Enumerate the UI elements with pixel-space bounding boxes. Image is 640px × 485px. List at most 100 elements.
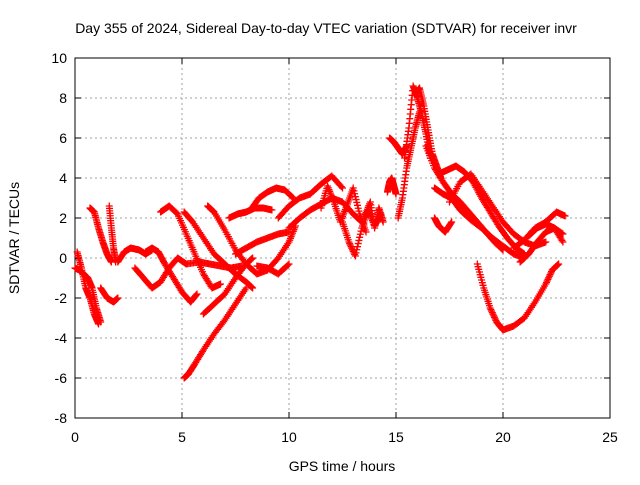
data-point: [285, 260, 293, 268]
series-arc-9: [157, 202, 225, 292]
y-tick-label: -8: [55, 410, 68, 426]
data-point: [351, 252, 359, 260]
series-arc-19: [274, 172, 346, 222]
series-arc-36: [516, 224, 567, 266]
data-point: [348, 244, 356, 252]
data-point: [545, 274, 553, 282]
data-point: [114, 294, 122, 302]
axis-ticks: [74, 57, 611, 419]
y-tick-label: 8: [59, 90, 67, 106]
data-point: [543, 278, 551, 286]
data-point: [288, 193, 296, 201]
data-point: [392, 190, 400, 198]
data-point: [346, 240, 354, 248]
data-point: [248, 255, 256, 263]
plot-frame: [74, 57, 611, 419]
y-tick-label: 10: [51, 50, 67, 66]
data-point: [490, 313, 498, 321]
data-point: [554, 261, 562, 269]
data-point: [337, 183, 345, 191]
data-point: [544, 275, 552, 283]
data-point: [542, 280, 550, 288]
data-point: [486, 304, 494, 312]
data-point: [345, 238, 353, 246]
series-arc-23: [360, 198, 387, 232]
series-arc-18: [253, 260, 293, 278]
series-arc-17: [246, 184, 297, 214]
data-point: [355, 236, 363, 244]
data-point: [543, 277, 551, 285]
series-arc-37: [525, 220, 567, 240]
data-point: [247, 283, 255, 291]
data-point: [545, 272, 553, 280]
data-point: [353, 246, 361, 254]
series-arc-31: [435, 162, 528, 258]
data-point: [447, 219, 455, 227]
data-point: [362, 228, 370, 236]
series-arc-15: [232, 228, 293, 258]
data-point: [238, 262, 246, 270]
data-point: [546, 271, 554, 279]
chart-title: Day 355 of 2024, Sidereal Day-to-day VTE…: [75, 20, 577, 36]
tick-labels: 0 5 10 15 20 25 -8 -6 -4 -2 0 2 4 6 8 10: [51, 50, 618, 445]
data-point: [193, 290, 201, 298]
x-tick-label: 0: [71, 429, 79, 445]
data-point: [489, 310, 497, 318]
data-point: [357, 227, 365, 235]
series-arc-8: [142, 244, 201, 306]
data-point: [559, 230, 567, 238]
data-point: [542, 238, 550, 246]
data-point: [242, 284, 250, 292]
data-point: [217, 280, 225, 288]
data-point: [553, 261, 561, 269]
data-point: [352, 249, 360, 257]
y-tick-label: -2: [55, 290, 68, 306]
data-point: [95, 320, 103, 328]
data-point: [356, 230, 364, 238]
data-point: [559, 238, 567, 246]
y-tick-label: 4: [59, 170, 67, 186]
data-point: [448, 218, 456, 226]
series-arc-14: [182, 258, 246, 272]
data-point: [561, 212, 569, 220]
series-arc-13: [199, 254, 257, 318]
data-point: [248, 283, 256, 291]
data-point: [354, 240, 362, 248]
data-point: [268, 206, 276, 214]
data-point: [339, 184, 346, 192]
x-tick-label: 5: [178, 429, 186, 445]
data-point: [247, 255, 255, 263]
series-arc-30: [431, 184, 528, 262]
data-point: [490, 312, 498, 320]
series-arc-24: [383, 174, 400, 198]
data-point: [558, 236, 566, 244]
data-point: [249, 254, 257, 262]
series-arc-33: [431, 214, 456, 236]
x-axis-label: GPS time / hours: [289, 458, 396, 474]
data-point: [192, 291, 200, 299]
data-point: [351, 250, 359, 258]
data-point: [488, 307, 496, 315]
data-point: [356, 233, 364, 241]
series-arc-34: [473, 260, 563, 334]
x-tick-label: 15: [388, 429, 404, 445]
data-point: [491, 315, 499, 323]
x-tick-label: 20: [495, 429, 511, 445]
series-arc-3: [86, 204, 115, 266]
series-arc-12: [180, 284, 250, 382]
y-tick-label: -6: [55, 370, 68, 386]
x-tick-label: 10: [281, 429, 297, 445]
series-arc-4: [97, 284, 122, 306]
y-tick-label: 2: [59, 210, 67, 226]
y-axis-label: SDTVAR / TECUs: [6, 182, 22, 294]
data-point: [558, 229, 566, 237]
data-point: [284, 261, 292, 269]
data-point: [547, 269, 555, 277]
data-points: [71, 82, 569, 382]
y-tick-label: -4: [55, 330, 68, 346]
y-tick-label: 0: [59, 250, 67, 266]
data-point: [555, 260, 563, 268]
data-point: [487, 306, 495, 314]
